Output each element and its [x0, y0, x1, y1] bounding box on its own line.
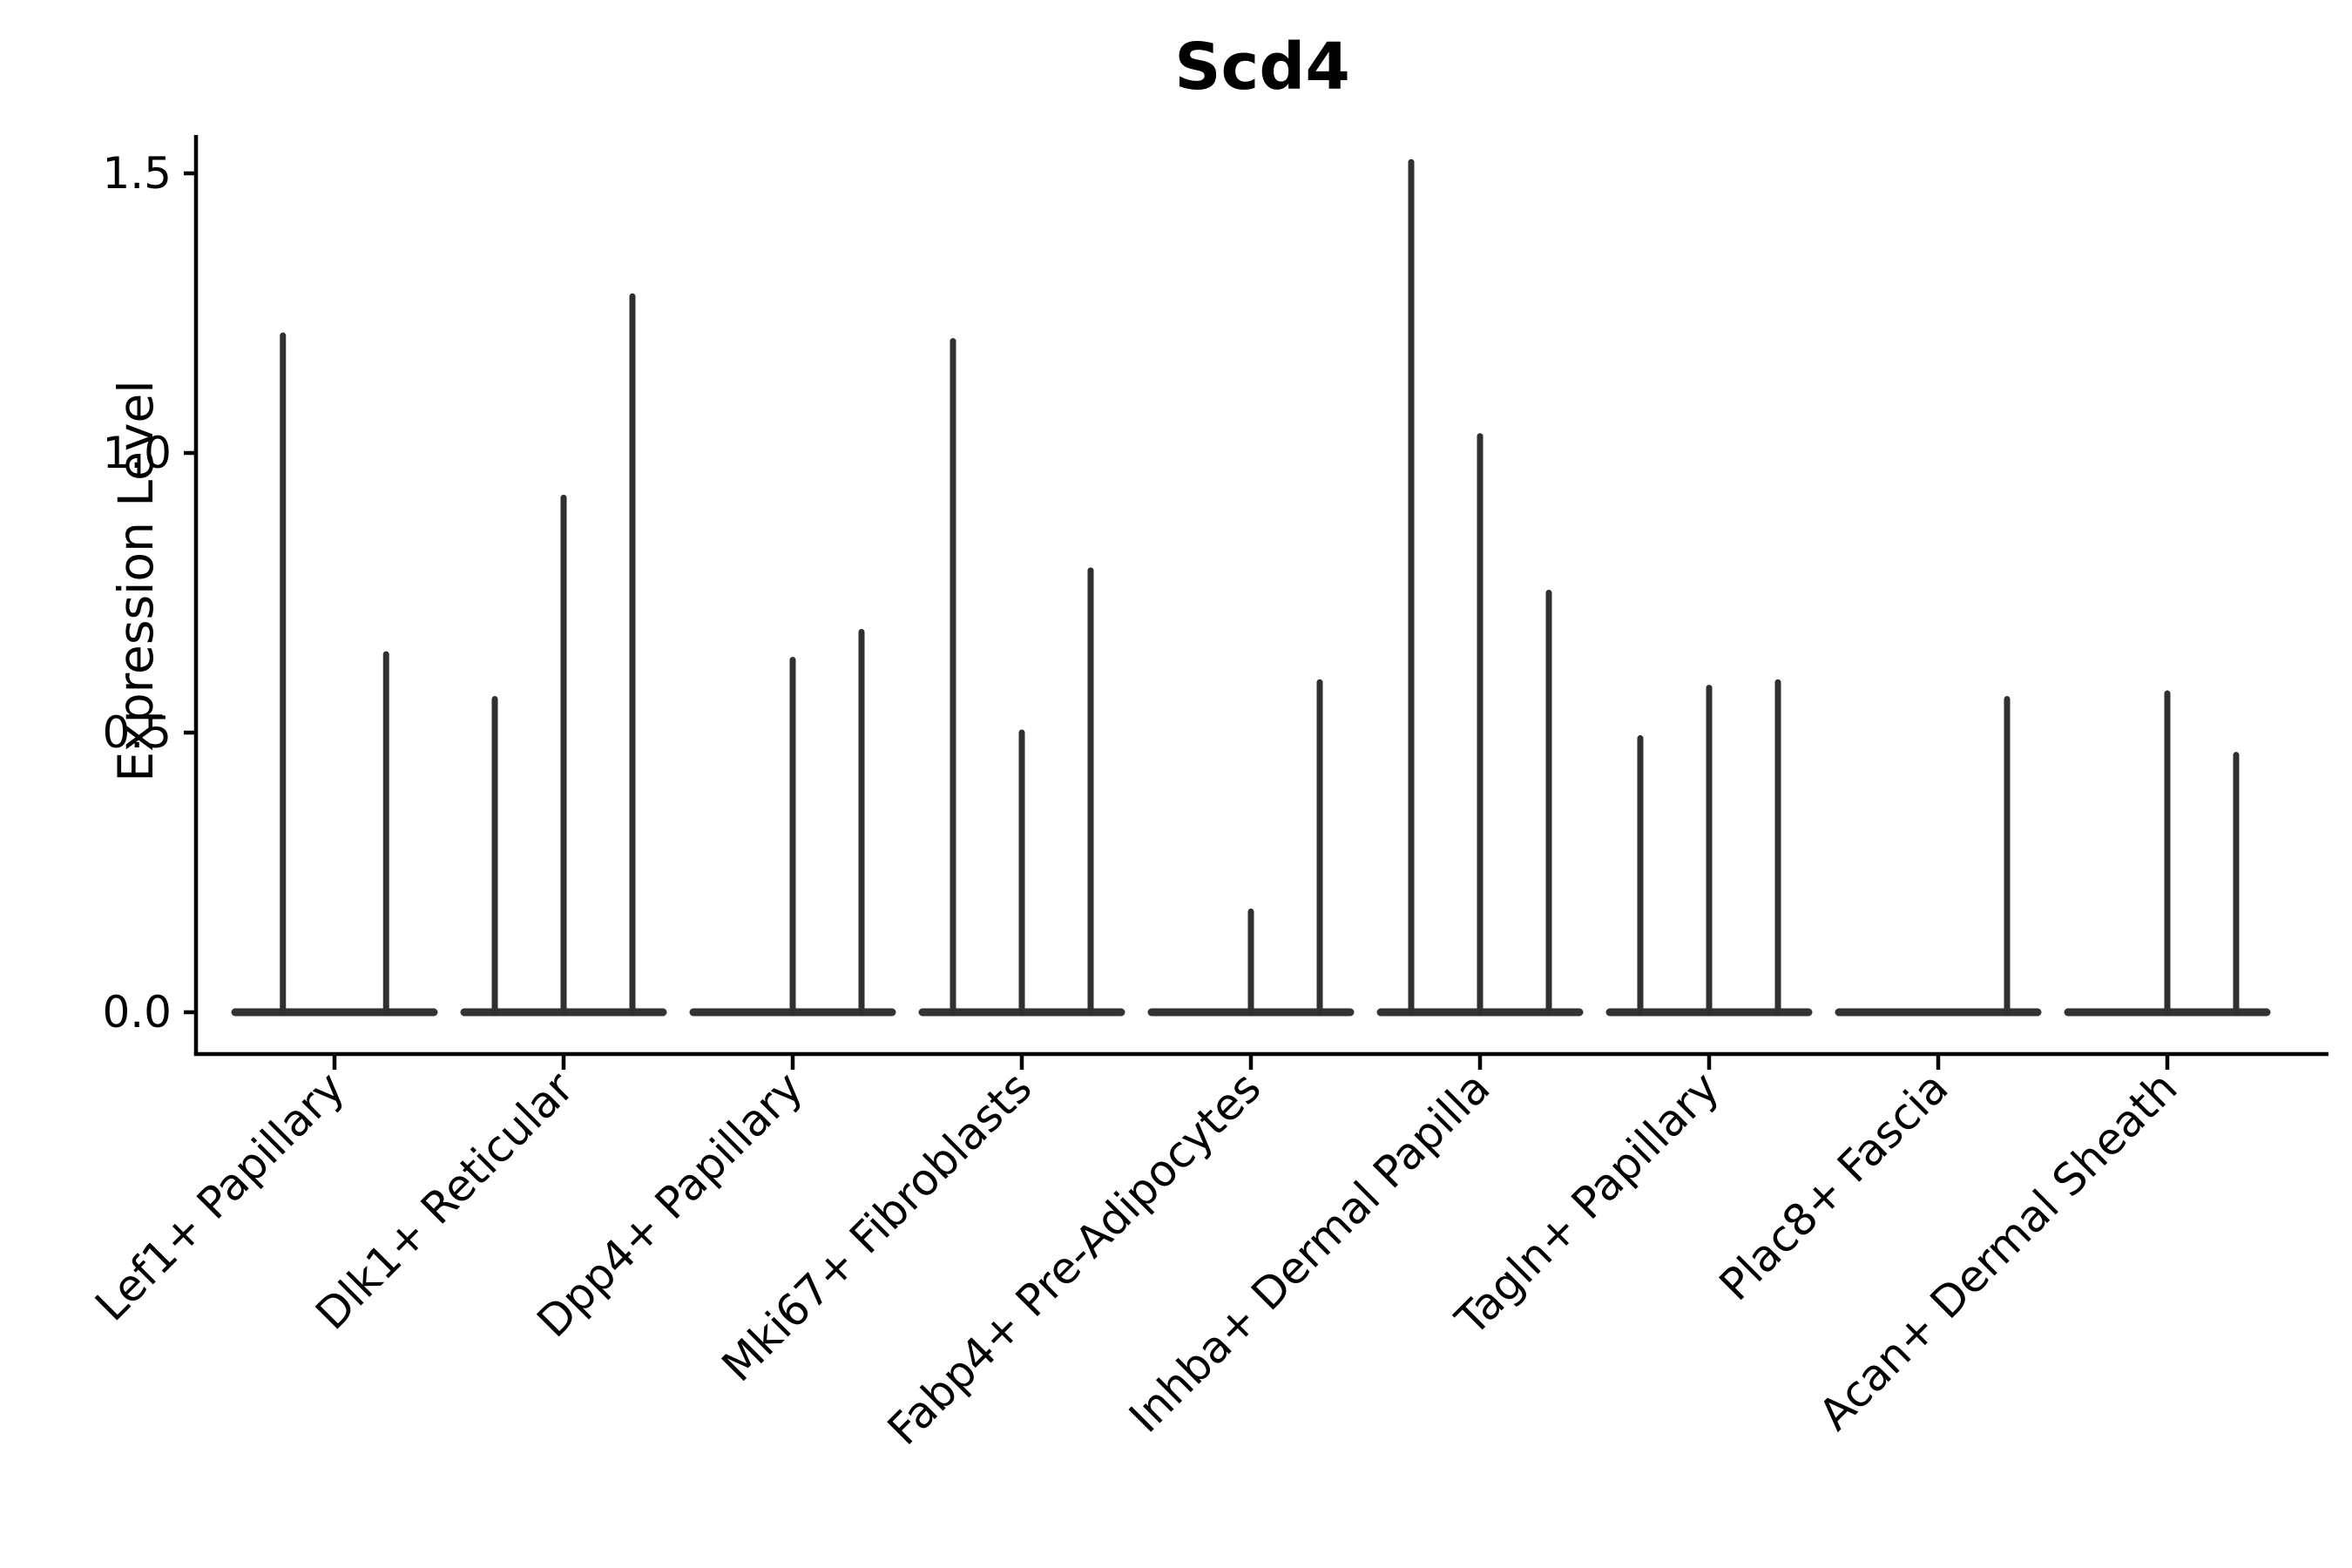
violin-base [231, 1008, 438, 1017]
y-tick-label: 1.0 [102, 428, 172, 478]
y-tick-label: 0.0 [102, 987, 172, 1037]
x-tick-label: Plac8+ Fascia [1710, 1062, 1958, 1310]
chart-title: Scd4 [1174, 30, 1350, 105]
violin-base [1835, 1008, 2042, 1017]
x-tick-label: Lef1+ Papillary [85, 1062, 354, 1330]
y-tick-label: 0.5 [102, 707, 172, 758]
y-axis-label: Expression Level [108, 380, 164, 781]
x-tick-label: Fabp4+ Pre-Adipocytes [878, 1062, 1271, 1455]
y-tick-label: 1.5 [102, 148, 172, 199]
